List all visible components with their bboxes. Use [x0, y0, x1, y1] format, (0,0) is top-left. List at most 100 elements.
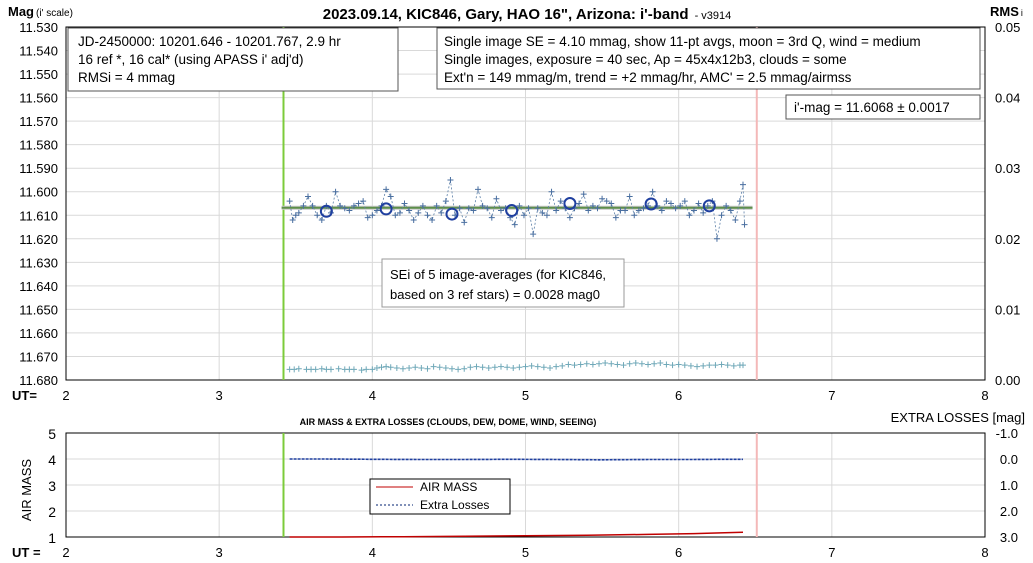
- single-image-point: [396, 209, 403, 216]
- single-image-point: [438, 209, 445, 216]
- upper-y-tick-label: 11.600: [19, 185, 58, 200]
- lower-y2-tick-label: -1.0: [996, 426, 1018, 441]
- upper-y-tick-label: 11.660: [19, 326, 58, 341]
- rms-point: [712, 362, 719, 369]
- single-image-point: [488, 214, 495, 221]
- upper-y2-tick-label: 0.01: [995, 302, 1020, 317]
- single-image-point: [355, 200, 362, 207]
- rms-point: [602, 360, 609, 367]
- single-image-point: [635, 207, 642, 214]
- single-image-point: [663, 198, 670, 205]
- rms-point: [467, 364, 474, 371]
- lower-grid: [65, 432, 986, 538]
- single-image-point: [727, 207, 734, 214]
- rms-point: [626, 360, 633, 367]
- single-image-point: [289, 216, 296, 223]
- average-point: [379, 202, 393, 216]
- info-box-observation-line: 16 ref *, 16 cal* (using APASS i' adj'd): [78, 52, 304, 67]
- single-image-point: [732, 216, 739, 223]
- upper-y2-tick-label: 0.05: [995, 20, 1020, 35]
- rms-point: [473, 363, 480, 370]
- average-point: [505, 204, 519, 218]
- rms-point: [632, 360, 639, 367]
- rms-point: [393, 364, 400, 371]
- single-image-point: [369, 212, 376, 219]
- rms-point: [718, 361, 725, 368]
- lower-x-tick-label: 4: [369, 545, 376, 560]
- rms-point: [363, 366, 370, 373]
- single-image-point: [548, 188, 555, 195]
- lower-y-tick-label: 4: [48, 452, 56, 468]
- single-image-point: [332, 188, 339, 195]
- lower-y2-tick-label: 3.0: [1000, 530, 1018, 545]
- single-image-point: [387, 193, 394, 200]
- upper-tick-labels: 11.530 11.540 11.550 11.560 11.570 11.580 11.5…: [19, 20, 1020, 403]
- lower-x-axis-label: UT =: [12, 545, 41, 560]
- upper-y-tick-label: 11.670: [19, 349, 58, 364]
- legend-label-extra-losses: Extra Losses: [420, 498, 489, 512]
- single-image-point: [475, 186, 482, 193]
- single-image-point: [360, 198, 367, 205]
- rms-point: [510, 364, 517, 371]
- info-box-conditions-line: Ext'n = 149 mmag/m, trend = +2 mmag/hr, …: [444, 70, 852, 85]
- lower-plot-frame: [65, 432, 986, 538]
- rms-point: [491, 364, 498, 371]
- upper-x-axis-label: UT=: [12, 388, 37, 403]
- rms-point: [378, 364, 385, 371]
- single-image-point: [433, 202, 440, 209]
- single-image-point: [461, 219, 468, 226]
- upper-x-tick-label: 5: [522, 388, 529, 403]
- rms-point: [700, 362, 707, 369]
- rms-point: [358, 367, 365, 374]
- rms-point: [638, 360, 645, 367]
- single-image-point: [603, 198, 610, 205]
- average-point: [319, 204, 333, 218]
- upper-y2-tick-label: 0.02: [995, 232, 1020, 247]
- rms-point: [540, 364, 547, 371]
- airmass-line: [289, 531, 744, 538]
- rms-point: [335, 365, 342, 372]
- upper-x-tick-label: 7: [828, 388, 835, 403]
- upper-plot: 11.530 11.540 11.550 11.560 11.570 11.580 11.5…: [8, 4, 1023, 403]
- single-image-point: [739, 181, 746, 188]
- single-image-point: [576, 200, 583, 207]
- rms-point: [424, 365, 431, 372]
- upper-x-tick-label: 3: [216, 388, 223, 403]
- single-image-point: [741, 221, 748, 228]
- single-image-point: [690, 207, 697, 214]
- rms-point: [596, 360, 603, 367]
- lower-y-tick-label: 5: [48, 426, 56, 442]
- lower-x-tick-label: 7: [828, 545, 835, 560]
- single-image-point: [456, 205, 463, 212]
- rms-point: [687, 362, 694, 369]
- single-image-point: [626, 193, 633, 200]
- upper-y-tick-label: 11.570: [19, 114, 58, 129]
- single-image-point: [543, 212, 550, 219]
- rms-point: [504, 364, 511, 371]
- lower-y2-tick-label: 2.0: [1000, 504, 1018, 519]
- lower-chart-title: AIR MASS & EXTRA LOSSES (CLOUDS, DEW, DO…: [300, 417, 597, 427]
- info-box-sei: SEi of 5 image-averages (for KIC846, bas…: [381, 258, 625, 308]
- upper-marks: [281, 27, 758, 380]
- single-image-point: [415, 209, 422, 216]
- single-image-point: [539, 209, 546, 216]
- single-image-point: [516, 202, 523, 209]
- lower-y-tick-label: 1: [48, 530, 56, 546]
- single-image-point: [346, 207, 353, 214]
- rms-point: [522, 363, 529, 370]
- single-image-point: [383, 186, 390, 193]
- single-image-point: [681, 198, 688, 205]
- rms-point: [383, 363, 390, 370]
- upper-y2-tick-label: 0.03: [995, 161, 1020, 176]
- single-image-point: [622, 207, 629, 214]
- single-image-point: [700, 209, 707, 216]
- upper-x-tick-label: 8: [981, 388, 988, 403]
- single-image-point: [350, 202, 357, 209]
- rms-point: [724, 362, 731, 369]
- single-image-point: [292, 212, 299, 219]
- single-image-point: [442, 198, 449, 205]
- lower-y2-axis-label: EXTRA LOSSES [mag]: [891, 410, 1025, 425]
- single-image-point: [470, 207, 477, 214]
- single-image-point: [373, 207, 380, 214]
